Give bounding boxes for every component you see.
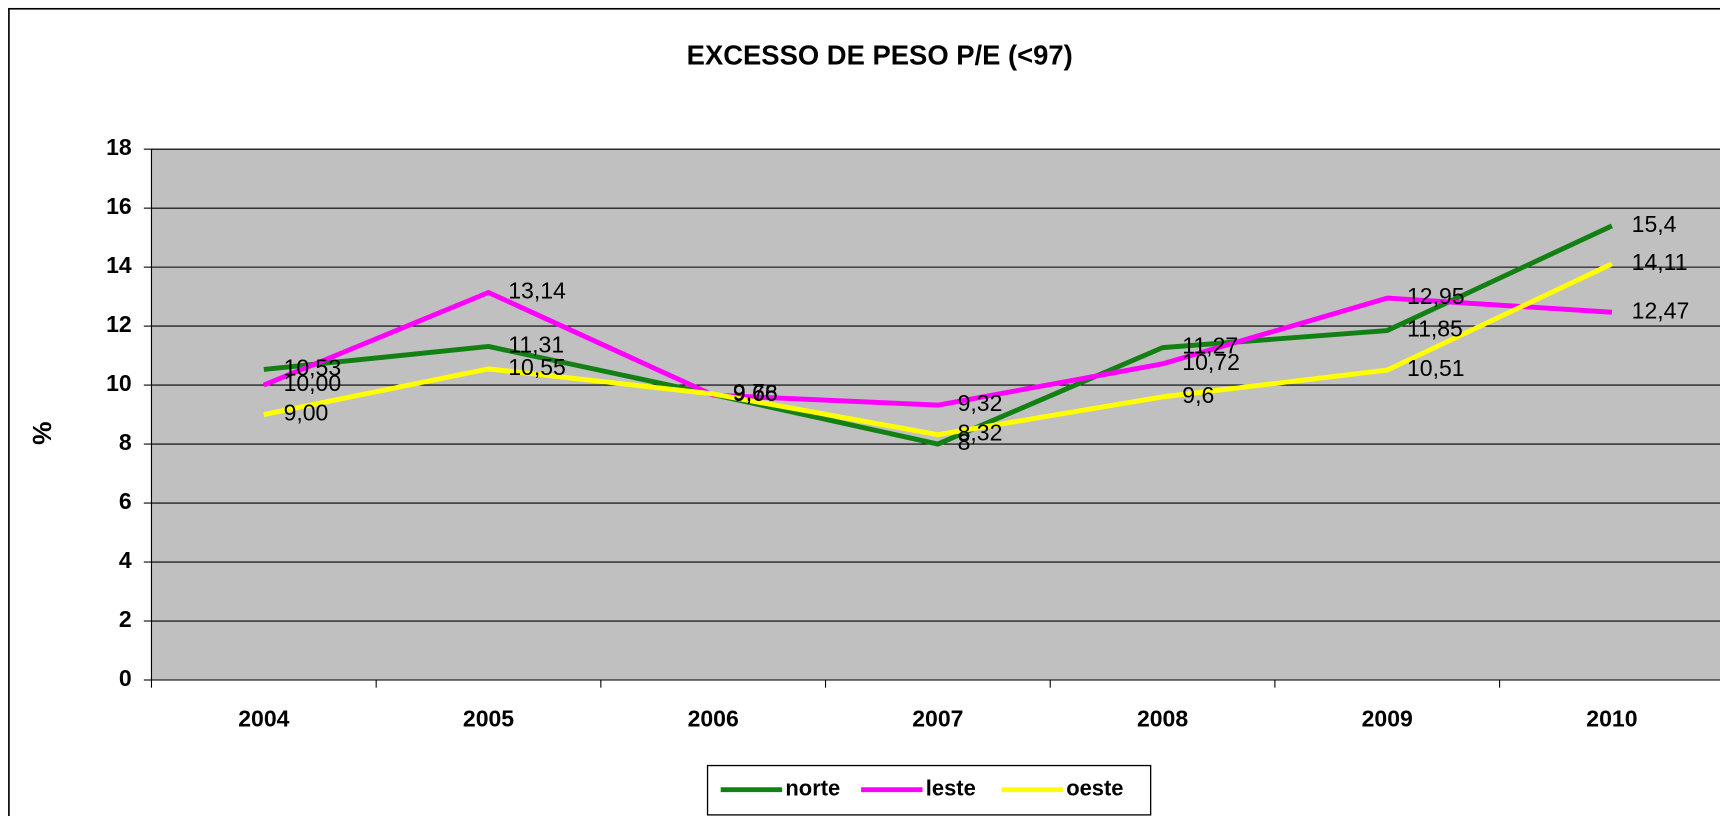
data-label: 11,31 xyxy=(508,332,564,358)
x-tick-label: 2004 xyxy=(238,706,289,732)
data-label: 10,55 xyxy=(508,354,566,380)
y-tick-label: 0 xyxy=(119,665,132,691)
y-tick-label: 4 xyxy=(119,547,132,573)
data-label: 8,32 xyxy=(958,420,1003,446)
y-tick-label: 10 xyxy=(106,370,132,396)
data-label: 14,11 xyxy=(1632,249,1688,275)
data-label: 15,4 xyxy=(1632,211,1677,237)
x-tick-label: 2005 xyxy=(463,706,514,732)
data-label: 13,14 xyxy=(508,278,566,304)
x-tick-label: 2008 xyxy=(1137,706,1188,732)
y-tick-label: 18 xyxy=(106,134,132,160)
y-tick-label: 8 xyxy=(119,429,132,455)
data-label: 10,72 xyxy=(1182,349,1240,375)
x-tick-label: 2007 xyxy=(912,706,963,732)
y-axis-label: % xyxy=(27,422,57,445)
legend-label: norte xyxy=(785,775,840,800)
y-tick-label: 2 xyxy=(119,606,132,632)
plot-area xyxy=(150,148,1720,681)
legend-label: leste xyxy=(926,775,976,800)
data-label: 9,32 xyxy=(958,390,1003,416)
y-tick-label: 16 xyxy=(106,193,132,219)
data-label: 10,51 xyxy=(1407,355,1465,381)
series-line xyxy=(262,290,1613,408)
x-tick-label: 2009 xyxy=(1362,706,1413,732)
data-label: 11,27 xyxy=(1182,333,1238,359)
data-label: 10,53 xyxy=(284,355,342,381)
data-label: 9,68 xyxy=(733,380,778,406)
chart-title: EXCESSO DE PESO P/E (<97) xyxy=(687,39,1073,70)
data-label: 11,85 xyxy=(1407,316,1463,342)
data-label: 9,6 xyxy=(1182,382,1214,408)
legend-label: oeste xyxy=(1066,775,1123,800)
series-line xyxy=(263,223,1613,447)
x-tick-label: 2006 xyxy=(688,706,739,732)
y-tick-label: 12 xyxy=(106,311,132,337)
x-tick-label: 2010 xyxy=(1586,706,1637,732)
data-label: 9,00 xyxy=(284,400,329,426)
y-tick-label: 6 xyxy=(119,488,132,514)
data-label: 9,7 xyxy=(733,379,765,405)
data-label: 10,00 xyxy=(284,370,342,396)
data-label: 8 xyxy=(958,429,971,455)
data-label: 12,95 xyxy=(1407,283,1465,309)
data-label: 9,66 xyxy=(733,380,778,406)
series-line xyxy=(263,261,1613,438)
data-label: 12,47 xyxy=(1632,297,1690,323)
y-tick-label: 14 xyxy=(106,252,132,278)
